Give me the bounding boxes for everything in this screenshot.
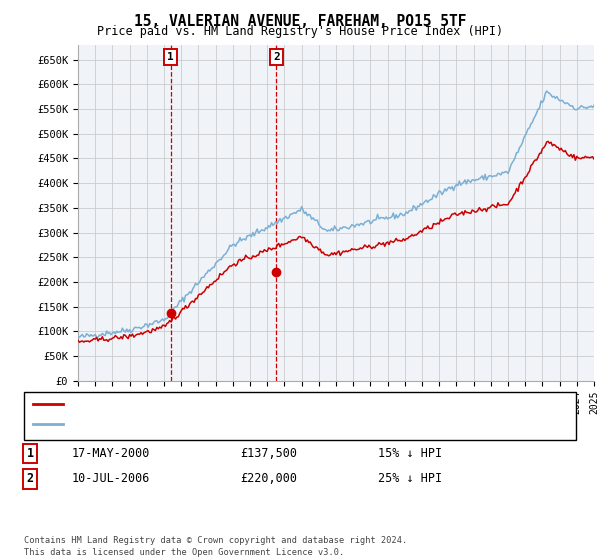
Text: £220,000: £220,000 [240, 472, 297, 486]
Text: 17-MAY-2000: 17-MAY-2000 [72, 447, 151, 460]
Text: 2: 2 [273, 52, 280, 62]
Text: Price paid vs. HM Land Registry's House Price Index (HPI): Price paid vs. HM Land Registry's House … [97, 25, 503, 38]
Text: 1: 1 [26, 447, 34, 460]
Text: Contains HM Land Registry data © Crown copyright and database right 2024.
This d: Contains HM Land Registry data © Crown c… [24, 536, 407, 557]
Text: 2: 2 [26, 472, 34, 486]
Text: 15, VALERIAN AVENUE, FAREHAM, PO15 5TF (detached house): 15, VALERIAN AVENUE, FAREHAM, PO15 5TF (… [69, 399, 399, 409]
Text: 10-JUL-2006: 10-JUL-2006 [72, 472, 151, 486]
Text: HPI: Average price, detached house, Fareham: HPI: Average price, detached house, Fare… [69, 419, 327, 429]
Text: 1: 1 [167, 52, 174, 62]
Text: 15% ↓ HPI: 15% ↓ HPI [378, 447, 442, 460]
Text: 15, VALERIAN AVENUE, FAREHAM, PO15 5TF: 15, VALERIAN AVENUE, FAREHAM, PO15 5TF [134, 14, 466, 29]
Text: 25% ↓ HPI: 25% ↓ HPI [378, 472, 442, 486]
Text: £137,500: £137,500 [240, 447, 297, 460]
